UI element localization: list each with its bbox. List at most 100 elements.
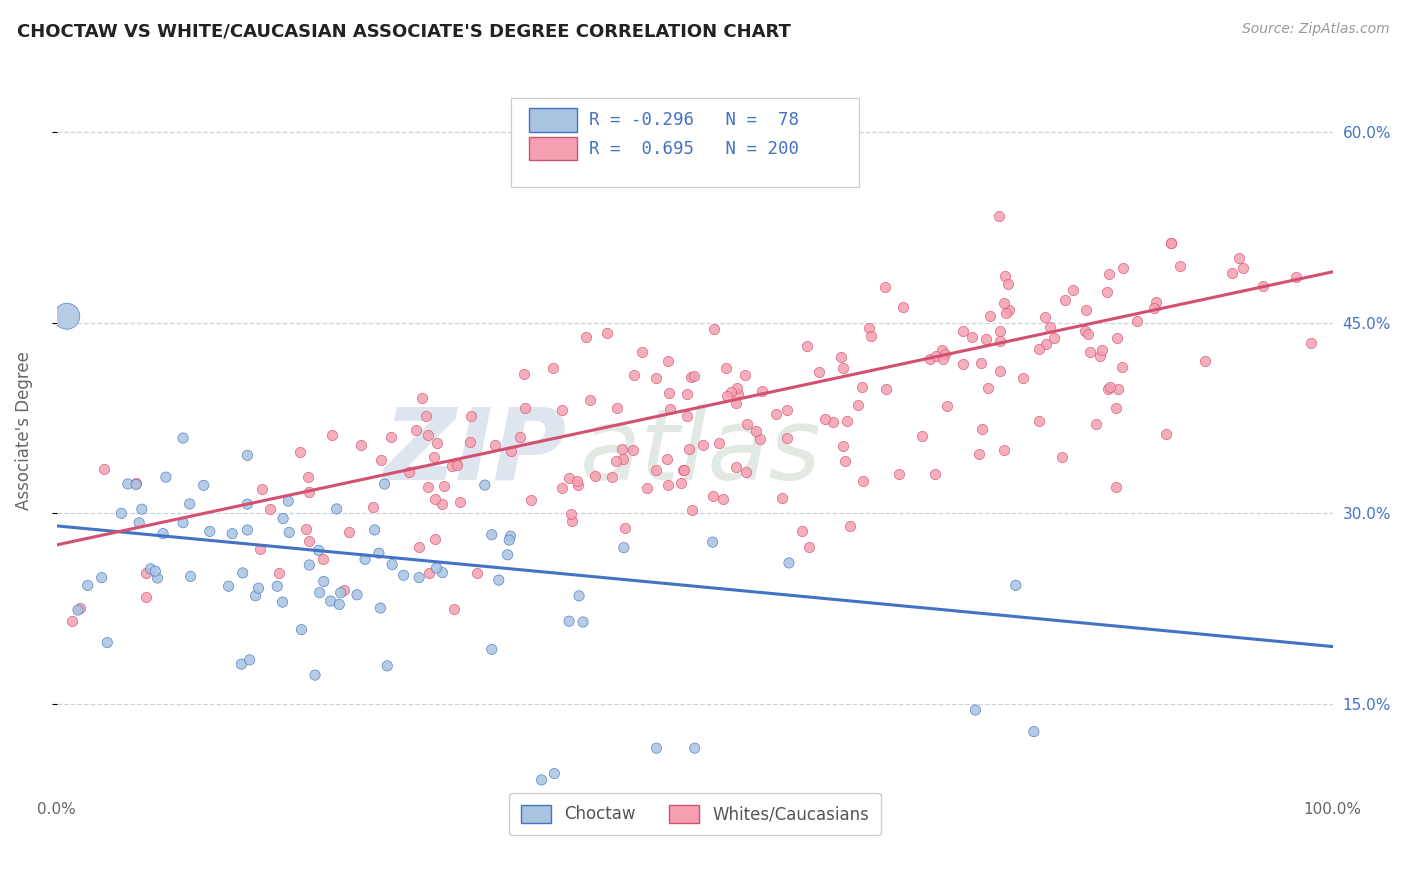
Point (748, 432, 770, 446)
Point (988, 209, 1011, 223)
Point (474, 478, 496, 492)
Point (1105, 401, 1128, 416)
Point (380, 430, 402, 444)
Point (218, 579, 240, 593)
Point (411, 392, 433, 406)
Point (600, 470, 623, 484)
Point (993, 442, 1015, 457)
Point (613, 541, 636, 555)
Point (128, 516, 150, 530)
Point (911, 429, 934, 443)
Point (557, 471, 579, 485)
Point (446, 456, 468, 470)
Point (1052, 450, 1074, 465)
Point (1220, 266, 1243, 280)
Point (613, 521, 636, 535)
Point (550, 402, 572, 417)
Point (924, 467, 946, 481)
Point (645, 463, 668, 477)
Point (172, 431, 194, 445)
Point (90, 571, 112, 585)
Point (321, 428, 343, 442)
Point (551, 481, 574, 495)
Point (381, 558, 404, 572)
Point (1033, 310, 1056, 325)
Point (831, 439, 853, 453)
Point (325, 502, 347, 516)
Point (460, 409, 482, 424)
Point (1091, 343, 1114, 357)
Point (297, 485, 319, 500)
Point (565, 475, 588, 489)
Point (658, 386, 681, 401)
Point (398, 465, 420, 479)
Point (875, 279, 897, 293)
Point (605, 453, 627, 467)
Point (155, 470, 177, 484)
Point (711, 491, 734, 506)
Point (193, 478, 215, 492)
Point (232, 566, 254, 580)
Point (765, 407, 787, 421)
Point (644, 370, 666, 384)
Point (250, 482, 273, 496)
Point (952, 325, 974, 339)
Point (1126, 313, 1149, 327)
Point (952, 357, 974, 371)
Point (707, 436, 730, 450)
Point (530, 772, 553, 787)
Point (375, 658, 398, 673)
Point (659, 402, 682, 417)
Point (312, 552, 335, 566)
Point (1054, 293, 1077, 307)
Point (1095, 285, 1118, 299)
Point (776, 403, 799, 417)
Point (657, 478, 679, 492)
Point (657, 354, 679, 368)
Point (1227, 251, 1250, 265)
Point (277, 494, 299, 508)
Point (672, 463, 695, 477)
Point (970, 356, 993, 370)
Point (131, 502, 153, 516)
Point (458, 434, 481, 449)
Point (449, 494, 471, 508)
Point (716, 389, 738, 403)
Point (560, 507, 582, 521)
Point (304, 668, 326, 682)
Point (266, 579, 288, 593)
Point (572, 615, 595, 629)
Point (974, 332, 997, 346)
Point (1028, 342, 1050, 356)
Point (259, 502, 281, 516)
Point (770, 491, 793, 506)
Point (481, 527, 503, 541)
Point (583, 468, 606, 483)
Point (416, 428, 439, 442)
Point (69, 601, 91, 615)
Point (405, 423, 427, 437)
Point (271, 511, 294, 525)
Point (297, 470, 319, 484)
Point (509, 430, 531, 444)
Text: CHOCTAW VS WHITE/CAUCASIAN ASSOCIATE'S DEGREE CORRELATION CHART: CHOCTAW VS WHITE/CAUCASIAN ASSOCIATE'S D… (17, 22, 790, 40)
Point (1107, 382, 1129, 396)
FancyBboxPatch shape (529, 137, 578, 161)
Point (290, 623, 312, 637)
Point (998, 303, 1021, 318)
Point (179, 497, 201, 511)
Point (520, 493, 543, 508)
Point (681, 369, 703, 384)
Point (969, 447, 991, 461)
Point (1011, 370, 1033, 384)
Point (288, 445, 311, 459)
Point (834, 454, 856, 468)
Point (484, 438, 506, 452)
Point (367, 546, 389, 560)
Point (172, 516, 194, 530)
Y-axis label: Associate's Degree: Associate's Degree (15, 351, 32, 510)
Point (481, 642, 503, 657)
Point (1168, 260, 1191, 274)
Point (1090, 349, 1112, 363)
Point (370, 601, 392, 615)
